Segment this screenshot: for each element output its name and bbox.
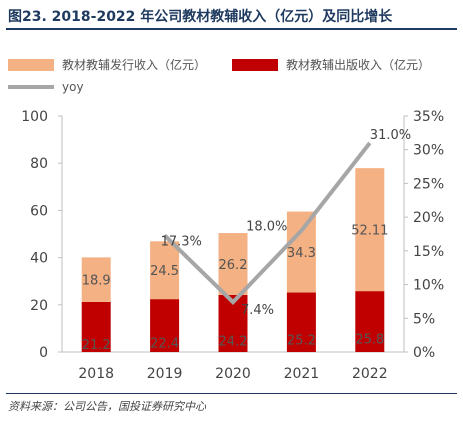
x-tick-label: 2022: [352, 366, 388, 382]
y-tick-label-left: 60: [30, 203, 48, 219]
bar-issue: [286, 211, 316, 293]
y-tick-label-left: 100: [21, 109, 48, 125]
y-tick-label-left: 20: [30, 298, 48, 314]
y-tick-label-right: 15%: [413, 244, 444, 260]
bar-label-issue: 18.9: [82, 274, 111, 289]
bar-publish: [355, 291, 385, 352]
bar-publish: [150, 299, 180, 352]
bar-label-issue: 52.11: [351, 224, 388, 239]
legend-item-yoy: yoy: [8, 80, 84, 94]
y-tick-label-right: 5%: [413, 311, 435, 327]
bar-issue: [218, 233, 248, 295]
yoy-label: 7.4%: [241, 303, 274, 318]
bar-label-publish: 21.2: [82, 338, 111, 353]
y-tick-label-right: 0%: [413, 345, 435, 361]
yoy-label: 18.0%: [246, 220, 287, 235]
bar-issue: [355, 168, 385, 292]
legend-swatch-yoy: [8, 85, 54, 89]
legend-swatch-issue: [8, 58, 54, 71]
y-tick-label-left: 40: [30, 251, 48, 267]
title-rule: [6, 28, 457, 30]
y-tick-label-right: 35%: [413, 109, 444, 125]
x-tick-label: 2021: [284, 366, 320, 382]
bar-label-publish: 24.2: [219, 334, 248, 349]
source-note: 资料来源：公司公告，国投证券研究中心: [8, 400, 206, 413]
y-tick-label-right: 10%: [413, 278, 444, 294]
figure-title: 图23. 2018-2022 年公司教材教辅收入（亿元）及同比增长: [8, 9, 393, 25]
bar-publish: [81, 301, 111, 352]
legend-item-publish: 教材教辅出版收入（亿元）: [232, 56, 430, 73]
bar-label-publish: 25.8: [355, 333, 384, 348]
y-tick-label-left: 0: [39, 345, 48, 361]
bar-issue: [81, 257, 111, 302]
x-tick-label: 2018: [78, 366, 114, 382]
bar-label-publish: 25.2: [287, 333, 316, 348]
bar-publish: [286, 292, 316, 352]
legend-label-publish: 教材教辅出版收入（亿元）: [286, 58, 431, 72]
source-rule: [6, 393, 457, 394]
legend-swatch-publish: [232, 58, 278, 71]
y-tick-label-right: 20%: [413, 210, 444, 226]
x-tick-label: 2020: [215, 366, 251, 382]
bar-label-issue: 24.5: [150, 264, 179, 279]
legend-label-yoy: yoy: [62, 80, 84, 94]
bar-issue: [150, 241, 180, 300]
legend-label-issue: 教材教辅发行收入（亿元）: [62, 58, 207, 72]
x-tick-label: 2019: [147, 366, 183, 382]
yoy-line: [163, 141, 372, 305]
yoy-label: 31.0%: [370, 128, 411, 143]
y-tick-label-right: 30%: [413, 143, 444, 159]
bar-label-issue: 34.3: [287, 246, 316, 261]
bar-label-publish: 22.4: [150, 337, 179, 352]
yoy-label: 17.3%: [161, 234, 202, 249]
bar-label-issue: 26.2: [219, 258, 248, 273]
legend-item-issue: 教材教辅发行收入（亿元）: [8, 56, 206, 73]
y-tick-label-left: 80: [30, 156, 48, 172]
y-tick-label-right: 25%: [413, 176, 444, 192]
